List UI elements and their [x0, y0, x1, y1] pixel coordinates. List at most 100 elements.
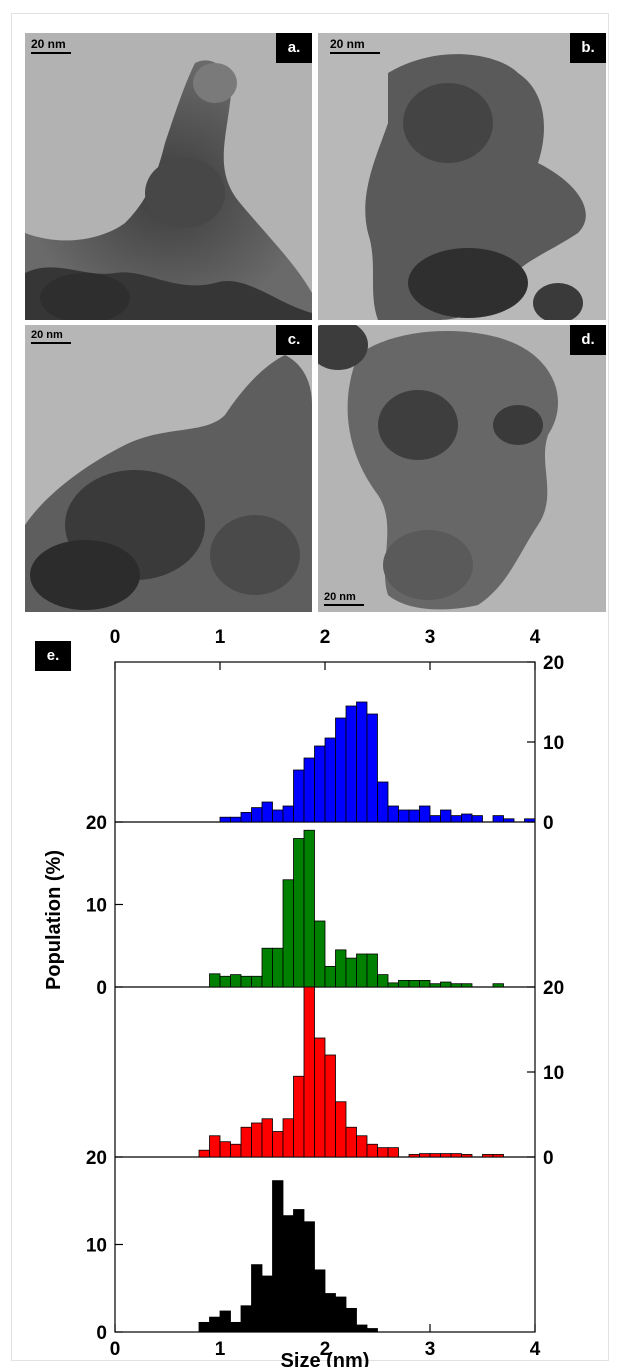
histogram-bar	[356, 1135, 368, 1158]
histogram-bar	[461, 1154, 473, 1158]
tem-micrograph-c	[25, 325, 312, 612]
histogram-bar	[492, 983, 504, 988]
histogram-bar	[440, 809, 452, 823]
x-tick-label-bottom: 3	[425, 1339, 436, 1360]
histogram-bar	[251, 1264, 263, 1333]
histogram-bar	[230, 1143, 242, 1158]
histogram-bar	[461, 813, 473, 823]
y-axis-label: Population (%)	[43, 850, 65, 990]
histogram-bar	[335, 717, 347, 823]
tem-image-c: 20 nm c.	[25, 325, 312, 612]
histogram-bar	[366, 953, 378, 988]
histogram-bar	[282, 1215, 294, 1333]
histogram-bar	[398, 980, 410, 988]
histogram-bar	[251, 1122, 263, 1158]
tem-image-b: 20 nm b.	[318, 33, 606, 320]
histogram-bar	[282, 1118, 294, 1158]
histogram-bar	[230, 974, 242, 988]
panel-label-d: d.	[570, 325, 606, 355]
histogram-bar	[387, 805, 399, 823]
histogram-bar	[219, 1141, 231, 1158]
histogram-bar	[198, 1321, 210, 1333]
histogram-bar	[335, 949, 347, 988]
histogram-bar	[366, 1143, 378, 1158]
histogram-bar	[440, 1153, 452, 1158]
histogram-bar	[450, 983, 462, 988]
histogram-bar	[240, 1126, 252, 1158]
scale-bar-label-d: 20 nm	[324, 591, 356, 603]
histogram-bar	[303, 1221, 315, 1333]
histogram-bar	[303, 986, 315, 1158]
histogram-bar	[366, 1328, 378, 1333]
histogram-bar	[282, 879, 294, 988]
scale-bar-a: 20 nm	[31, 37, 71, 54]
tem-image-a: 20 nm a.	[25, 33, 312, 320]
tem-micrograph-d	[318, 325, 606, 612]
panel-label-e: e.	[35, 641, 71, 671]
histogram-bar	[209, 1135, 221, 1158]
histogram-bar	[471, 815, 483, 823]
histogram-bar	[303, 757, 315, 823]
histogram-bar	[293, 838, 305, 988]
panel-label-a: a.	[276, 33, 312, 63]
y-tick-label: 0	[96, 1323, 107, 1344]
x-tick-label-top: 4	[530, 627, 541, 648]
scale-bar-line-c	[31, 342, 71, 344]
histogram-bar	[335, 1101, 347, 1158]
scale-bar-b: 20 nm	[330, 37, 380, 54]
histogram-bar	[377, 974, 389, 988]
histogram-bar	[230, 816, 242, 823]
x-axis-label: Size (nm)	[281, 1350, 370, 1367]
scale-bar-d: 20 nm	[324, 591, 364, 606]
histogram-bar	[251, 975, 263, 988]
histogram-bar	[377, 781, 389, 823]
y-tick-label: 20	[86, 813, 107, 834]
histogram-bar	[482, 1154, 494, 1158]
x-tick-label-top: 3	[425, 627, 436, 648]
y-tick-label: 20	[543, 653, 564, 674]
x-tick-label-top: 1	[215, 627, 226, 648]
histogram-bar	[324, 1054, 336, 1158]
scale-bar-label-b: 20 nm	[330, 37, 365, 51]
histogram-bar	[303, 829, 315, 988]
histogram-bar	[272, 1131, 284, 1158]
histogram-bar	[335, 1296, 347, 1333]
histogram-bar	[324, 965, 336, 988]
histogram-bar	[429, 1153, 441, 1158]
x-tick-label-bottom: 0	[110, 1339, 121, 1360]
x-tick-label-top: 2	[320, 627, 331, 648]
tem-micrograph-a	[25, 33, 312, 320]
histogram-bar	[408, 809, 420, 823]
histogram-bar	[440, 981, 452, 988]
scale-bar-line-d	[324, 604, 364, 606]
histogram-bar	[314, 745, 326, 823]
histogram-bar	[293, 1209, 305, 1333]
y-tick-label: 0	[96, 978, 107, 999]
histogram-bar	[219, 816, 231, 823]
histogram-bar	[345, 705, 357, 823]
y-tick-label: 0	[543, 813, 554, 834]
histogram-bar	[293, 769, 305, 823]
y-tick-label: 0	[543, 1148, 554, 1169]
histogram-bar	[461, 983, 473, 988]
histogram-bar	[272, 1180, 284, 1333]
histogram-bar	[419, 805, 431, 823]
histogram-bar	[272, 947, 284, 988]
x-tick-label-top: 0	[110, 627, 121, 648]
histogram-bar	[345, 957, 357, 988]
histogram-bar	[240, 975, 252, 988]
histogram-bar	[230, 1321, 242, 1333]
x-tick-label-bottom: 4	[530, 1339, 541, 1360]
histogram-bar	[293, 1075, 305, 1158]
histogram-bar	[356, 701, 368, 823]
histogram-bar	[209, 973, 221, 988]
y-tick-label: 20	[86, 1148, 107, 1169]
y-tick-label: 10	[543, 1063, 564, 1084]
histogram-bar	[429, 815, 441, 823]
histogram-bar	[408, 980, 420, 988]
histogram-bar	[398, 809, 410, 823]
scale-bar-line-b	[330, 52, 380, 54]
histogram-bar	[324, 1293, 336, 1333]
histogram-bar	[503, 818, 515, 823]
